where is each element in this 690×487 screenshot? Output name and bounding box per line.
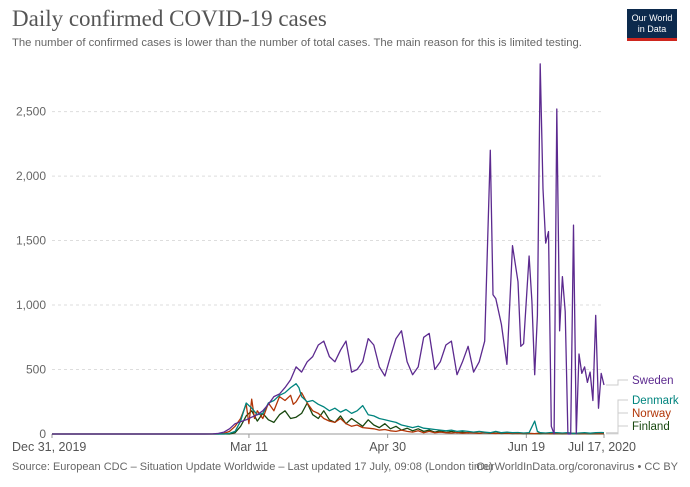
logo-line-1: Our World — [631, 13, 673, 23]
series-line-norway — [52, 392, 605, 435]
x-tick-label: Dec 31, 2019 — [12, 440, 86, 454]
series-line-finland — [52, 402, 605, 435]
series-lines — [52, 63, 605, 435]
y-tick-label: 1,500 — [16, 234, 46, 248]
legend-connector — [606, 425, 628, 435]
series-line-sweden — [52, 63, 605, 435]
x-axis-tick-labels: Dec 31, 2019 Mar 11 Apr 30 Jun 19 Jul 17, 20… — [12, 434, 636, 454]
y-tick-label: 2,000 — [16, 169, 46, 183]
y-tick-label: 500 — [26, 363, 46, 377]
legend-connector — [606, 379, 628, 386]
legend-connector — [606, 412, 628, 435]
legend-connector — [606, 399, 628, 434]
x-tick-label: Jun 19 — [508, 440, 546, 454]
chart-title: Daily confirmed COVID-19 cases — [12, 6, 327, 31]
legend-label-sweden: Sweden — [632, 375, 674, 387]
chart-subtitle: The number of confirmed cases is lower t… — [12, 37, 582, 49]
source-note: Source: European CDC – Situation Update … — [12, 461, 493, 473]
legend-label-denmark: Denmark — [632, 395, 679, 407]
series-line-denmark — [52, 383, 605, 435]
credit-link[interactable]: OurWorldInData.org/coronavirus • CC BY — [476, 461, 678, 473]
y-axis-tick-labels: 0 500 1,000 1,500 2,000 2,500 — [16, 105, 46, 441]
x-tick-label: Jul 17, 2020 — [568, 440, 636, 454]
legend-label-finland: Finland — [632, 421, 670, 433]
owid-logo[interactable]: Our World in Data — [627, 9, 677, 41]
x-tick-label: Mar 11 — [230, 440, 268, 454]
logo-accent-bar — [627, 38, 677, 41]
y-tick-label: 2,500 — [16, 105, 46, 119]
y-tick-label: 0 — [39, 427, 46, 441]
legend-label-norway: Norway — [632, 408, 671, 420]
grid-lines — [52, 111, 604, 435]
y-tick-label: 1,000 — [16, 298, 46, 312]
logo-line-2: in Data — [637, 24, 667, 34]
x-tick-label: Apr 30 — [369, 440, 406, 454]
